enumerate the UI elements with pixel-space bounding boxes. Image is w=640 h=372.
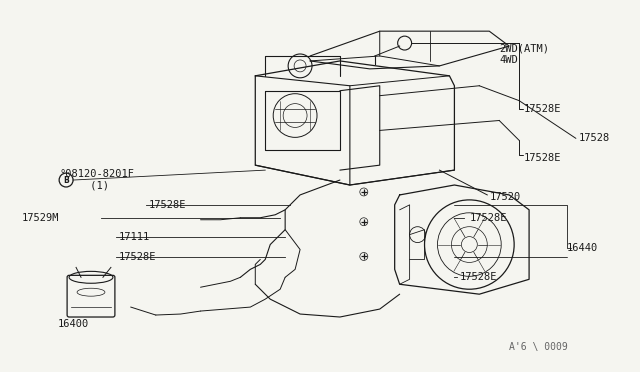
Text: A'6 \ 0009: A'6 \ 0009 <box>509 342 568 352</box>
Text: 16400: 16400 <box>58 319 90 329</box>
Text: 17520: 17520 <box>489 192 520 202</box>
Text: 17528E: 17528E <box>469 213 507 223</box>
Text: 17528E: 17528E <box>524 103 562 113</box>
Text: 17528E: 17528E <box>524 153 562 163</box>
Text: 2WD(ATM)
4WD: 2WD(ATM) 4WD <box>499 43 549 65</box>
Text: °08120-8201F
     (1): °08120-8201F (1) <box>59 169 134 191</box>
Text: 17111: 17111 <box>119 232 150 242</box>
Text: 16440: 16440 <box>567 243 598 253</box>
Text: 17528E: 17528E <box>148 200 186 210</box>
Text: 17528E: 17528E <box>460 272 497 282</box>
Text: B: B <box>63 176 69 185</box>
Text: 17529M: 17529M <box>21 213 59 223</box>
Text: 17528E: 17528E <box>119 253 156 263</box>
Text: 17528: 17528 <box>579 133 610 143</box>
